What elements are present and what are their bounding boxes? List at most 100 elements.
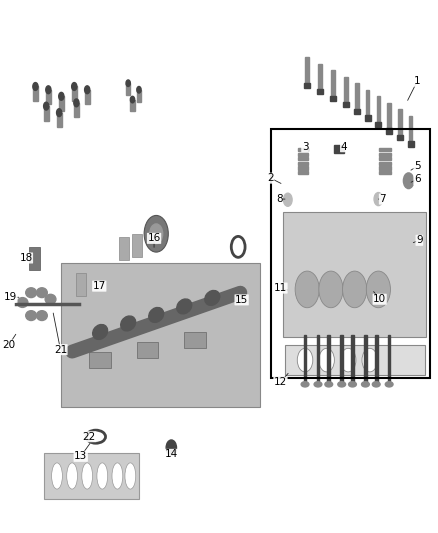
Bar	[344, 77, 348, 106]
Bar	[364, 115, 371, 120]
Text: 19: 19	[4, 292, 17, 302]
Ellipse shape	[349, 382, 357, 387]
Circle shape	[366, 271, 390, 308]
Bar	[89, 352, 111, 368]
Ellipse shape	[301, 382, 309, 387]
Bar	[44, 106, 49, 120]
Text: 8: 8	[276, 194, 283, 204]
Bar	[328, 335, 330, 384]
Text: 18: 18	[19, 253, 32, 263]
Bar	[379, 171, 391, 174]
Bar	[304, 83, 310, 88]
Ellipse shape	[112, 463, 123, 489]
Ellipse shape	[325, 382, 332, 387]
Circle shape	[283, 193, 292, 206]
Ellipse shape	[338, 382, 346, 387]
Bar	[132, 234, 142, 257]
Bar	[397, 135, 403, 140]
Bar	[330, 95, 336, 101]
Bar	[364, 335, 367, 384]
Bar	[379, 157, 391, 160]
Bar	[408, 141, 414, 147]
Circle shape	[340, 349, 356, 372]
Circle shape	[144, 215, 168, 252]
Ellipse shape	[125, 463, 136, 489]
Circle shape	[137, 86, 141, 93]
Ellipse shape	[177, 299, 192, 314]
Bar	[375, 122, 381, 127]
Text: 14: 14	[165, 449, 178, 459]
Bar	[59, 96, 64, 111]
Bar	[298, 161, 308, 165]
Text: 13: 13	[74, 451, 87, 462]
Bar	[298, 166, 308, 169]
Ellipse shape	[36, 288, 47, 297]
Bar	[57, 112, 62, 127]
Ellipse shape	[314, 382, 322, 387]
Circle shape	[150, 224, 162, 244]
Text: 5: 5	[414, 161, 420, 171]
Ellipse shape	[26, 311, 36, 320]
Ellipse shape	[36, 311, 47, 320]
Bar	[355, 83, 359, 112]
Bar	[354, 109, 360, 114]
Ellipse shape	[67, 463, 78, 489]
Circle shape	[343, 271, 367, 308]
Bar	[298, 157, 308, 160]
Text: 11: 11	[274, 283, 287, 293]
Text: 10: 10	[373, 294, 386, 304]
Circle shape	[319, 271, 343, 308]
Ellipse shape	[93, 325, 108, 340]
Text: 15: 15	[235, 295, 248, 305]
Bar	[343, 102, 349, 108]
Circle shape	[46, 86, 51, 94]
Bar	[379, 161, 391, 165]
Text: 3: 3	[302, 142, 308, 152]
Circle shape	[374, 192, 383, 206]
Bar	[375, 335, 378, 384]
Circle shape	[295, 271, 319, 308]
Bar	[377, 96, 380, 126]
Bar	[85, 90, 90, 104]
Bar	[318, 63, 322, 93]
Bar	[72, 86, 77, 101]
Bar	[137, 342, 159, 358]
Ellipse shape	[385, 382, 393, 387]
Circle shape	[33, 83, 38, 91]
Circle shape	[403, 173, 414, 189]
Circle shape	[74, 99, 79, 107]
Ellipse shape	[97, 463, 108, 489]
Text: 9: 9	[416, 235, 423, 245]
Circle shape	[131, 96, 134, 103]
Bar	[131, 100, 134, 111]
Ellipse shape	[149, 308, 164, 322]
Bar	[304, 335, 306, 384]
Text: 7: 7	[379, 194, 386, 204]
Text: 4: 4	[341, 142, 347, 152]
Bar	[305, 57, 309, 86]
Circle shape	[297, 349, 313, 372]
Ellipse shape	[121, 316, 136, 331]
Circle shape	[72, 83, 77, 91]
Text: 12: 12	[274, 377, 287, 387]
Bar	[340, 335, 343, 384]
Circle shape	[362, 349, 378, 372]
Bar	[298, 171, 308, 174]
Bar	[379, 166, 391, 169]
Bar	[285, 345, 425, 375]
Bar	[137, 90, 141, 102]
Bar	[388, 103, 391, 132]
Bar	[332, 70, 335, 100]
Circle shape	[85, 86, 90, 94]
Bar	[386, 128, 392, 134]
Bar	[388, 335, 390, 384]
Bar	[317, 335, 319, 384]
Bar	[398, 109, 402, 139]
Bar	[61, 263, 260, 407]
Ellipse shape	[82, 463, 92, 489]
Bar	[409, 116, 413, 146]
Circle shape	[166, 440, 177, 456]
Ellipse shape	[52, 463, 62, 489]
Ellipse shape	[361, 382, 369, 387]
Bar	[379, 148, 391, 151]
